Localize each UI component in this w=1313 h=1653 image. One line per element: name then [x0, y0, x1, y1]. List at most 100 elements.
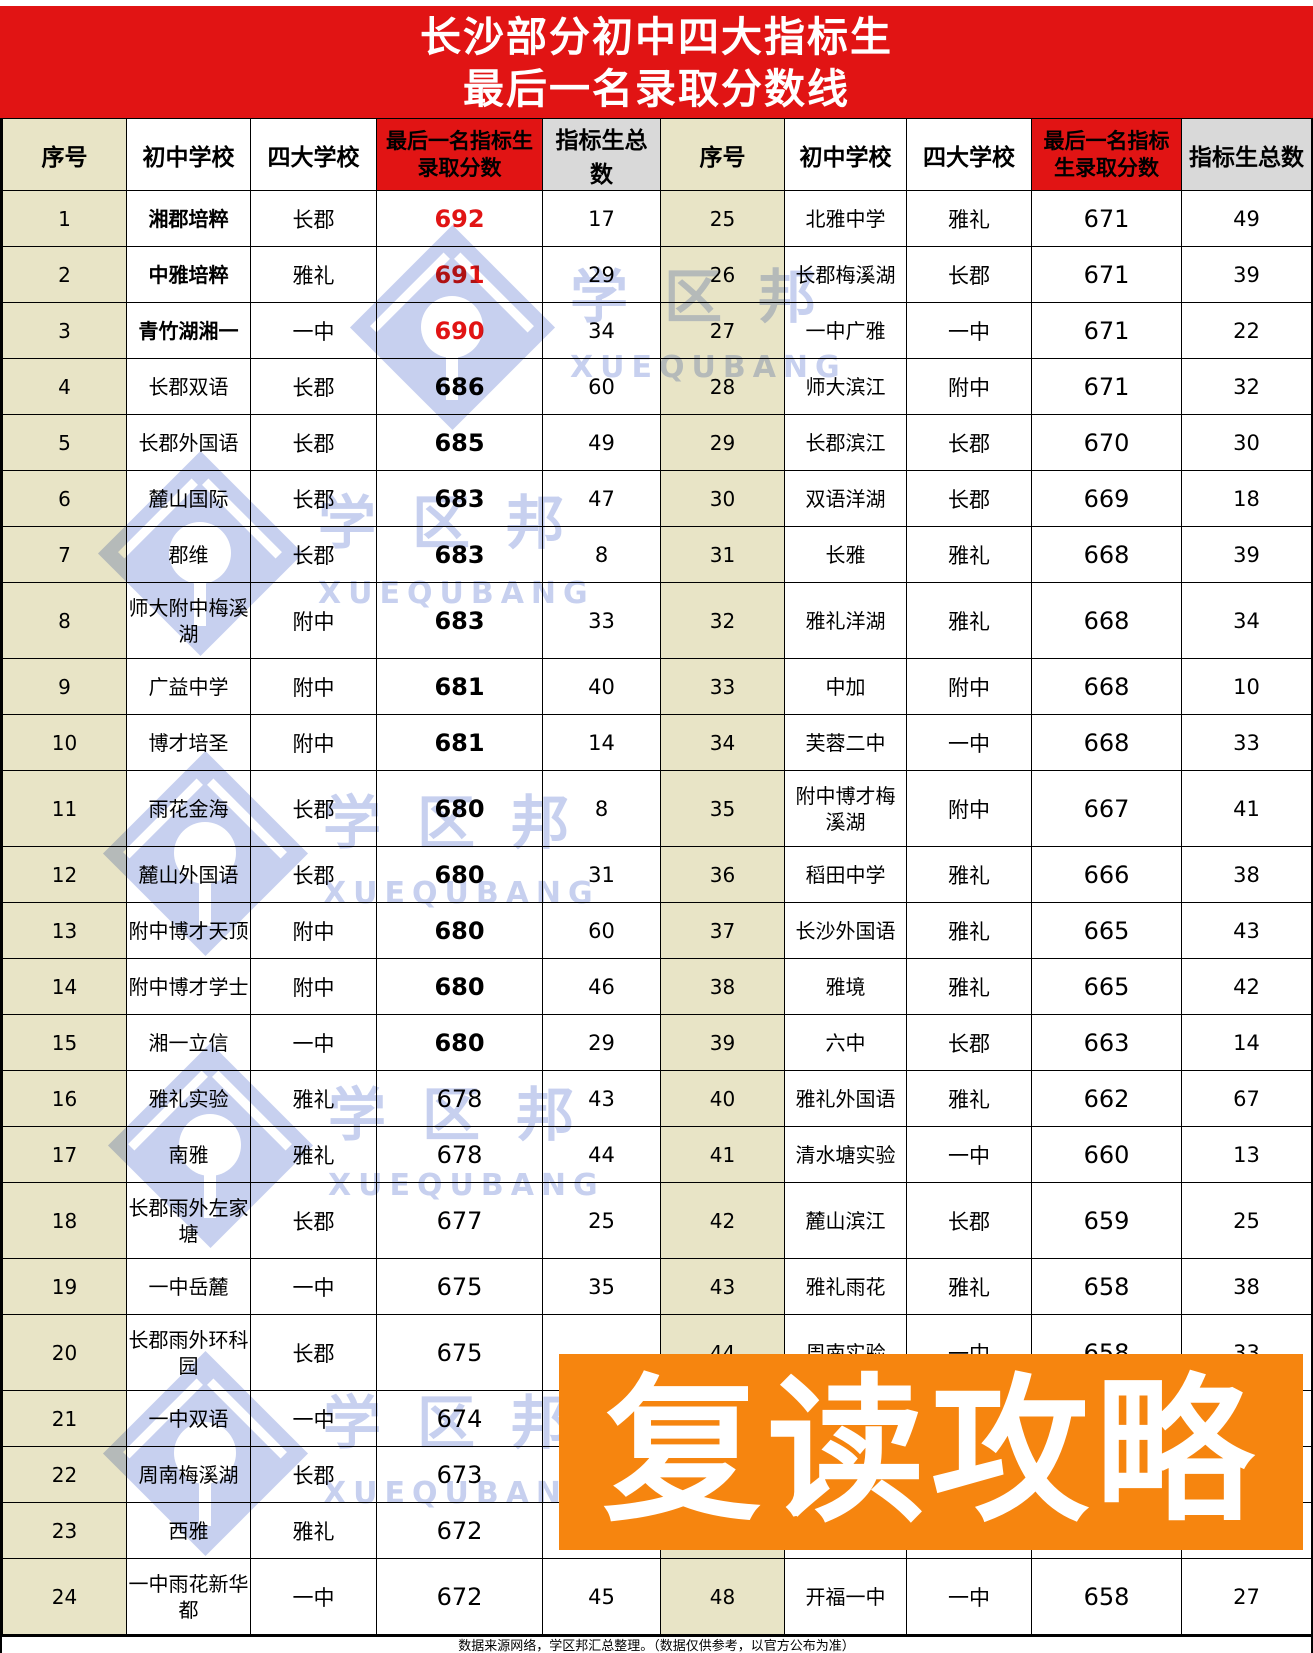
quota-cell: 46	[542, 958, 661, 1015]
target-school-cell: 一中	[250, 1258, 377, 1315]
seq-cell: 23	[2, 1502, 127, 1559]
seq-cell: 33	[660, 658, 785, 715]
target-school-cell: 长郡	[250, 1182, 377, 1259]
quota-cell: 14	[1181, 1014, 1312, 1071]
seq-cell: 21	[2, 1390, 127, 1447]
target-school-cell: 一中	[906, 1126, 1032, 1183]
school-cell: 双语洋湖	[784, 470, 907, 527]
score-cell: 680	[376, 770, 543, 847]
target-school-cell: 雅礼	[906, 582, 1032, 659]
school-cell: 附中博才学士	[126, 958, 251, 1015]
score-cell: 680	[376, 902, 543, 959]
seq-cell: 1	[2, 190, 127, 247]
score-cell: 671	[1031, 358, 1182, 415]
table-row: 12 麓山外国语 长郡 680 31 36 稻田中学 雅礼 666 38	[2, 846, 1312, 903]
school-cell: 长郡梅溪湖	[784, 246, 907, 303]
school-cell: 博才培圣	[126, 714, 251, 771]
score-cell: 681	[376, 714, 543, 771]
table-row: 15 湘一立信 一中 680 29 39 六中 长郡 663 14	[2, 1014, 1312, 1071]
target-school-cell: 一中	[250, 302, 377, 359]
target-school-cell: 附中	[250, 582, 377, 659]
quota-cell: 8	[542, 770, 661, 847]
table-row: 11 雨花金海 长郡 680 8 35 附中博才梅溪湖 附中 667 41	[2, 770, 1312, 847]
school-cell: 郡维	[126, 526, 251, 583]
school-cell: 开福一中	[784, 1558, 907, 1635]
target-school-cell: 长郡	[250, 190, 377, 247]
target-school-cell: 长郡	[906, 470, 1032, 527]
school-cell: 雅礼实验	[126, 1070, 251, 1127]
school-cell: 北雅中学	[784, 190, 907, 247]
target-school-header: 四大学校	[250, 118, 377, 191]
quota-header: 指标生总数	[542, 118, 661, 191]
seq-cell: 25	[660, 190, 785, 247]
score-cell: 674	[376, 1390, 543, 1447]
score-cell: 691	[376, 246, 543, 303]
target-school-cell: 雅礼	[906, 1258, 1032, 1315]
target-school-cell: 长郡	[250, 526, 377, 583]
school-cell: 长郡外国语	[126, 414, 251, 471]
target-school-cell: 雅礼	[906, 902, 1032, 959]
school-cell: 雅礼雨花	[784, 1258, 907, 1315]
target-school-cell: 长郡	[250, 846, 377, 903]
school-cell: 一中岳麓	[126, 1258, 251, 1315]
school-cell: 附中博才天顶	[126, 902, 251, 959]
score-cell: 680	[376, 1014, 543, 1071]
table-row: 17 南雅 雅礼 678 44 41 清水塘实验 一中 660 13	[2, 1126, 1312, 1183]
quota-cell: 34	[1181, 582, 1312, 659]
score-cell: 671	[1031, 246, 1182, 303]
school-cell: 师大滨江	[784, 358, 907, 415]
seq-cell: 2	[2, 246, 127, 303]
table-row: 13 附中博才天顶 附中 680 60 37 长沙外国语 雅礼 665 43	[2, 902, 1312, 959]
target-school-cell: 附中	[250, 958, 377, 1015]
seq-cell: 14	[2, 958, 127, 1015]
quota-header: 指标生总数	[1181, 118, 1312, 191]
school-cell: 长雅	[784, 526, 907, 583]
school-cell: 雨花金海	[126, 770, 251, 847]
table-row: 5 长郡外国语 长郡 685 49 29 长郡滨江 长郡 670 30	[2, 414, 1312, 471]
quota-cell: 32	[1181, 358, 1312, 415]
target-school-cell: 一中	[250, 1014, 377, 1071]
score-cell: 666	[1031, 846, 1182, 903]
school-header: 初中学校	[784, 118, 907, 191]
score-cell: 668	[1031, 526, 1182, 583]
school-cell: 稻田中学	[784, 846, 907, 903]
target-school-cell: 长郡	[250, 358, 377, 415]
table-row: 7 郡维 长郡 683 8 31 长雅 雅礼 668 39	[2, 526, 1312, 583]
score-cell: 677	[376, 1182, 543, 1259]
table-row: 9 广益中学 附中 681 40 33 中加 附中 668 10	[2, 658, 1312, 715]
quota-cell: 29	[542, 246, 661, 303]
school-cell: 雅境	[784, 958, 907, 1015]
target-school-cell: 雅礼	[250, 1126, 377, 1183]
seq-cell: 35	[660, 770, 785, 847]
score-cell: 659	[1031, 1182, 1182, 1259]
score-cell: 671	[1031, 302, 1182, 359]
seq-cell: 11	[2, 770, 127, 847]
target-school-cell: 附中	[250, 902, 377, 959]
quota-cell: 60	[542, 358, 661, 415]
seq-cell: 28	[660, 358, 785, 415]
table-row: 18 长郡雨外左家塘 长郡 677 25 42 麓山滨江 长郡 659 25	[2, 1182, 1312, 1259]
seq-cell: 37	[660, 902, 785, 959]
target-school-cell: 雅礼	[906, 1070, 1032, 1127]
score-cell: 685	[376, 414, 543, 471]
table-row: 8 师大附中梅溪湖 附中 683 33 32 雅礼洋湖 雅礼 668 34	[2, 582, 1312, 659]
target-school-cell: 长郡	[250, 1314, 377, 1391]
target-school-cell: 长郡	[906, 1014, 1032, 1071]
score-cell: 663	[1031, 1014, 1182, 1071]
seq-cell: 20	[2, 1314, 127, 1391]
score-cell: 668	[1031, 714, 1182, 771]
score-header: 最后一名指标生录取分数	[1031, 118, 1182, 191]
score-cell: 673	[376, 1446, 543, 1503]
score-cell: 670	[1031, 414, 1182, 471]
score-cell: 662	[1031, 1070, 1182, 1127]
table-row: 16 雅礼实验 雅礼 678 43 40 雅礼外国语 雅礼 662 67	[2, 1070, 1312, 1127]
footer-note: 数据来源网络，学区邦汇总整理。（数据仅供参考，以官方公布为准）	[2, 1635, 1311, 1653]
seq-cell: 3	[2, 302, 127, 359]
school-cell: 麓山国际	[126, 470, 251, 527]
seq-cell: 42	[660, 1182, 785, 1259]
target-school-cell: 雅礼	[250, 1502, 377, 1559]
score-header: 最后一名指标生录取分数	[376, 118, 543, 191]
target-school-cell: 长郡	[906, 1182, 1032, 1259]
target-school-cell: 雅礼	[250, 1070, 377, 1127]
seq-cell: 13	[2, 902, 127, 959]
